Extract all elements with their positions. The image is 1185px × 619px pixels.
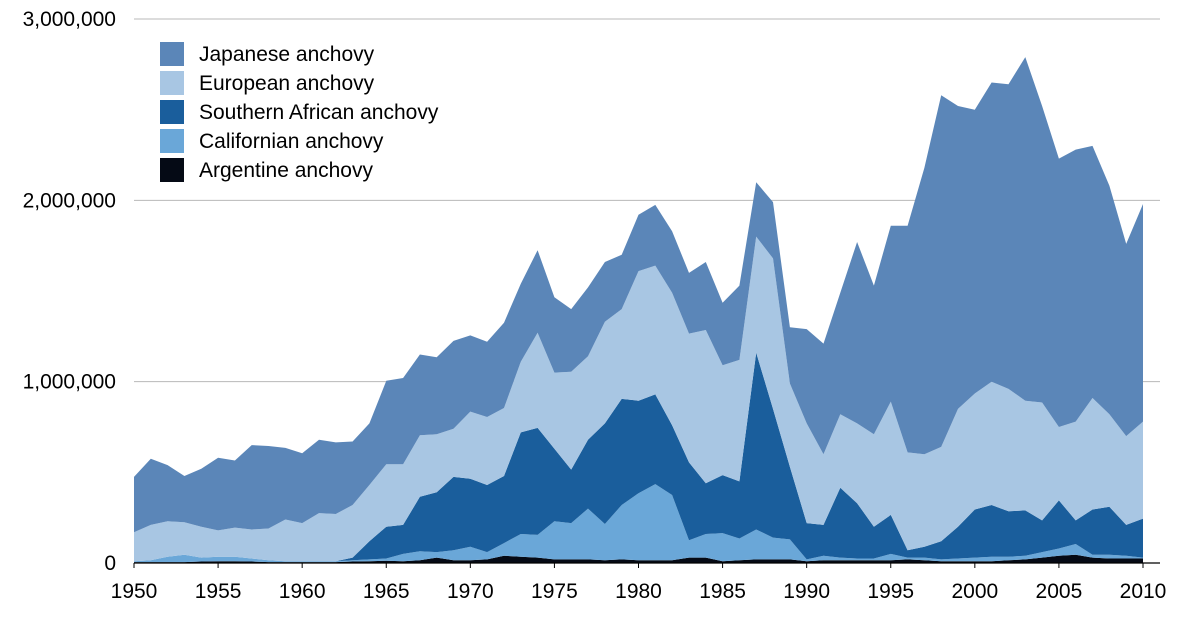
x-tick-label: 1985 [699, 580, 746, 603]
area-european-anchovy [134, 236, 1143, 562]
area-argentine-anchovy [134, 554, 1143, 563]
y-tick-label: 1,000,000 [23, 371, 116, 394]
legend-label: Southern African anchovy [199, 101, 439, 124]
legend: Japanese anchovy European anchovy Southern… [160, 42, 439, 182]
x-tick-label: 1970 [447, 580, 494, 603]
legend-label: Californian anchovy [199, 130, 384, 153]
x-tick-label: 2000 [951, 580, 998, 603]
x-tick-label: 1975 [531, 580, 578, 603]
x-tick-label: 1995 [867, 580, 914, 603]
area-southern-african-anchovy [134, 352, 1143, 562]
y-tick-label: 2,000,000 [23, 189, 116, 212]
area-californian-anchovy [134, 484, 1143, 563]
legend-swatch [160, 42, 184, 66]
legend-label: Argentine anchovy [199, 159, 373, 182]
legend-swatch [160, 100, 184, 124]
x-tick-label: 2005 [1036, 580, 1083, 603]
x-tick-label: 1980 [615, 580, 662, 603]
legend-label: European anchovy [199, 72, 375, 95]
x-tick-label: 1990 [783, 580, 830, 603]
x-tick-label: 1955 [195, 580, 242, 603]
area-japanese-anchovy [134, 57, 1143, 533]
legend-swatch [160, 129, 184, 153]
x-tick-label: 1965 [363, 580, 410, 603]
x-tick-label: 1950 [111, 580, 158, 603]
legend-label: Japanese anchovy [199, 43, 375, 66]
area-series [134, 57, 1143, 563]
y-tick-label: 0 [104, 552, 116, 575]
x-tick-label: 2010 [1120, 580, 1167, 603]
legend-swatch [160, 158, 184, 182]
x-tick-label: 1960 [279, 580, 326, 603]
axes: 0 1,000,000 2,000,000 3,000,000 1950 1955 1960… [23, 8, 1167, 603]
y-tick-label: 3,000,000 [23, 8, 116, 31]
legend-swatch [160, 71, 184, 95]
